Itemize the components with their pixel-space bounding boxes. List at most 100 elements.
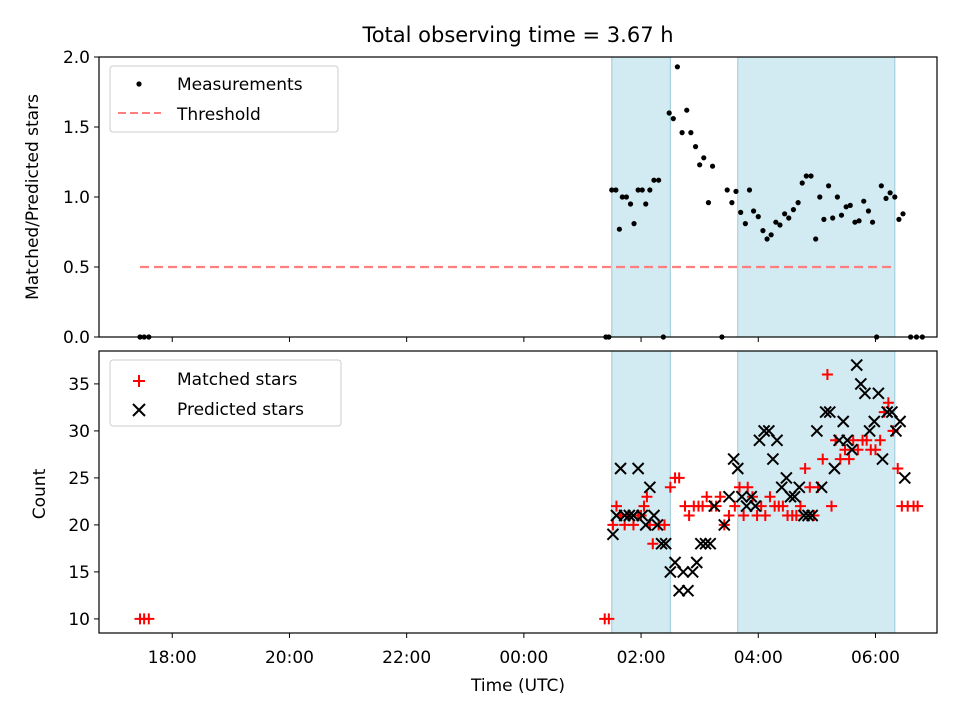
y-tick-label: 25 (68, 469, 90, 489)
matched-star-marker (603, 613, 615, 625)
matched-star-marker (808, 510, 820, 521)
matched-star-marker (641, 491, 653, 503)
bottom-x-ticks: 18:00 20:00 22:00 00:00 02:00 04:00 06:00 (148, 633, 900, 668)
predicted-star-marker (872, 387, 885, 400)
measurement-point (733, 188, 739, 194)
matched-star-marker (647, 538, 659, 550)
measurement-point (697, 162, 703, 168)
predicted-star-marker (810, 424, 824, 438)
predicted-star-marker (718, 518, 731, 532)
bottom-panel: 10 15 20 25 30 35 18:00 20:00 22:00 00:00 02:00 04… (30, 350, 938, 696)
measurement-point (609, 187, 615, 193)
predicted-star-marker (828, 462, 841, 475)
measurement-point (825, 183, 832, 189)
matched-star-marker (821, 369, 833, 380)
measurement-point (799, 180, 805, 186)
matched-star-marker (607, 519, 619, 531)
measurement-point (670, 116, 676, 122)
measurement-point (768, 232, 774, 238)
predicted-star-marker (745, 490, 758, 503)
measurement-point (724, 187, 730, 193)
predicted-star-marker (757, 424, 771, 438)
predicted-star-marker (643, 481, 657, 494)
predicted-star-marker (793, 481, 806, 494)
x-tick-label: 04:00 (734, 648, 783, 668)
matched-star-marker (847, 434, 859, 446)
legend-matched-label: Matched stars (177, 370, 297, 390)
measurement-point (729, 200, 735, 206)
matched-star-marker (714, 491, 726, 503)
matched-star-marker (869, 444, 881, 456)
predicted-star-marker (889, 424, 903, 438)
measurement-point (705, 200, 712, 206)
predicted-star-marker (647, 509, 661, 522)
predicted-star-marker (841, 434, 854, 447)
top-legend-box (109, 65, 339, 133)
x-tick-label: 06:00 (851, 648, 900, 668)
x-tick-label: 02:00 (617, 648, 666, 668)
matched-star-marker (742, 481, 754, 493)
matched-star-marker (912, 500, 924, 512)
predicted-star-marker (731, 462, 744, 475)
measurement-point (764, 236, 770, 242)
measurement-point (709, 163, 716, 169)
measurement-point (808, 173, 814, 179)
measurement-point (861, 198, 867, 204)
matched-star-marker (794, 500, 806, 512)
predicted-star-marker (850, 358, 863, 372)
measurement-point (878, 183, 884, 189)
y-tick-label: 15 (68, 563, 90, 583)
measurement-point (674, 64, 680, 70)
predicted-star-marker (837, 415, 850, 428)
y-tick-label: 1.0 (63, 188, 90, 208)
matched-star-marker (610, 500, 622, 512)
predicted-star-marker (876, 452, 889, 466)
measurement-point (647, 187, 653, 193)
measurement-point (817, 194, 823, 200)
predicted-star-marker (655, 537, 668, 550)
y-tick-label: 0.5 (63, 258, 90, 278)
matched-star-marker (701, 491, 713, 503)
predicted-star-marker (659, 537, 672, 550)
matched-stars-points (134, 369, 924, 625)
measurement-point (738, 209, 744, 215)
top-panel: 0.00.51.01.52.0 Matched/Predicted stars … (23, 48, 938, 348)
predicted-star-marker (780, 471, 793, 485)
measurement-point (847, 202, 853, 208)
matched-star-marker (710, 500, 722, 512)
predicted-star-marker (823, 405, 836, 419)
predicted-star-marker (631, 462, 645, 475)
predicted-star-marker (893, 415, 907, 428)
legend-measurements-label: Measurements (177, 75, 303, 95)
matched-star-marker (777, 500, 789, 512)
predicted-stars-points (606, 358, 911, 597)
measurement-point (786, 215, 792, 221)
bottom-y-ticks: 10 15 20 25 30 35 (68, 375, 99, 630)
predicted-star-marker (623, 509, 636, 522)
predicted-star-marker (636, 509, 649, 522)
predicted-star-marker (614, 462, 627, 475)
predicted-star-marker (672, 584, 686, 597)
measurement-point (613, 187, 619, 193)
measurement-point (869, 219, 876, 225)
measurement-point (830, 215, 836, 221)
predicted-star-marker (606, 528, 620, 541)
predicted-star-marker (770, 434, 784, 447)
bottom-axes-frame (98, 350, 938, 634)
matched-star-marker (764, 491, 776, 503)
measurement-point (635, 187, 641, 193)
matched-star-marker (892, 463, 904, 474)
measurement-point (755, 214, 761, 220)
matched-star-marker (843, 453, 855, 465)
measurement-point (896, 216, 902, 222)
matched-star-marker (799, 463, 811, 474)
measurement-point (760, 228, 766, 234)
x-tick-label: 00:00 (499, 648, 548, 668)
matched-star-marker (683, 510, 695, 521)
measurement-point (684, 107, 690, 113)
predicted-star-marker (880, 405, 894, 419)
measurement-point (616, 226, 622, 232)
matched-star-marker (659, 519, 671, 531)
predicted-star-marker (722, 490, 736, 503)
